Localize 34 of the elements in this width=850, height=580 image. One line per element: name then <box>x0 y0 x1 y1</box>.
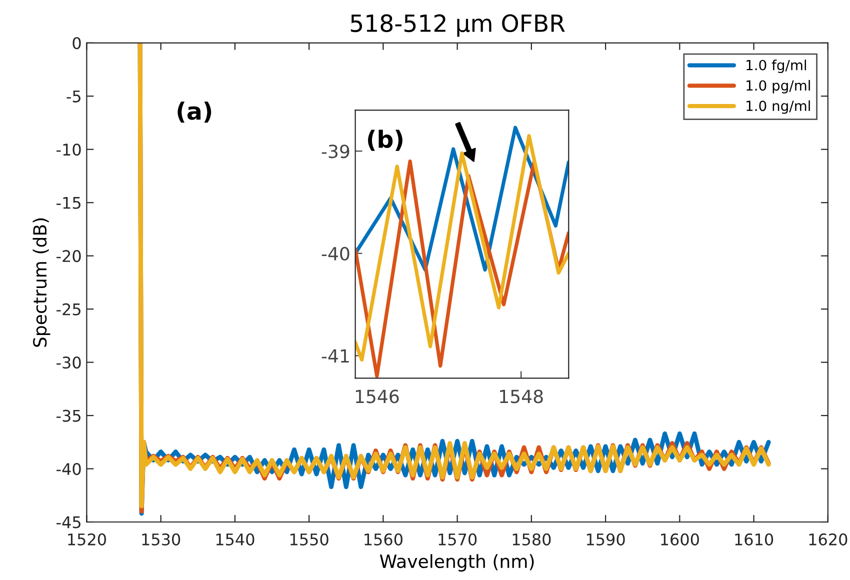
y-axis-title: Spectrum (dB) <box>32 218 50 347</box>
y-tick-label: -40 <box>56 462 81 476</box>
y-tick-label: -20 <box>56 250 81 262</box>
y-tick-label: -30 <box>56 356 81 369</box>
y-tick-label: -45 <box>56 516 80 528</box>
x-tick-label: 1580 <box>512 533 551 546</box>
annotation: (b) <box>368 130 402 151</box>
y-tick-label: -5 <box>66 90 80 102</box>
x-tick-label: 1540 <box>216 533 254 546</box>
y-tick-label: -40 <box>322 246 350 260</box>
legend-label: 1.0 pg/ml <box>746 80 810 94</box>
y-tick-label: -41 <box>322 349 349 363</box>
y-tick-label: -10 <box>56 144 81 156</box>
x-axis-title: Wavelength (nm) <box>380 554 534 572</box>
x-tick-label: 1530 <box>142 533 180 546</box>
x-tick-label: 1560 <box>364 533 402 546</box>
x-tick-label: 1520 <box>68 533 106 546</box>
x-tick-label: 1550 <box>290 533 328 546</box>
chart-title: 518-512 µm OFBR <box>350 14 565 37</box>
legend-label: 1.0 ng/ml <box>746 100 810 114</box>
annotation: (a) <box>178 102 212 123</box>
x-tick-label: 1600 <box>661 533 699 546</box>
y-tick-label: -35 <box>56 410 80 422</box>
x-tick-label: 1590 <box>586 533 625 546</box>
x-tick-label: 1546 <box>356 390 399 404</box>
y-tick-label: 0 <box>72 37 81 50</box>
y-tick-label: -39 <box>322 144 350 158</box>
legend-label: 1.0 fg/ml <box>746 60 806 74</box>
x-tick-label: 1620 <box>809 533 848 546</box>
y-tick-label: -15 <box>56 197 80 209</box>
x-tick-label: 1610 <box>735 533 774 546</box>
x-tick-label: 1548 <box>500 390 543 404</box>
x-tick-label: 1570 <box>438 533 477 546</box>
y-tick-label: -25 <box>56 303 80 316</box>
